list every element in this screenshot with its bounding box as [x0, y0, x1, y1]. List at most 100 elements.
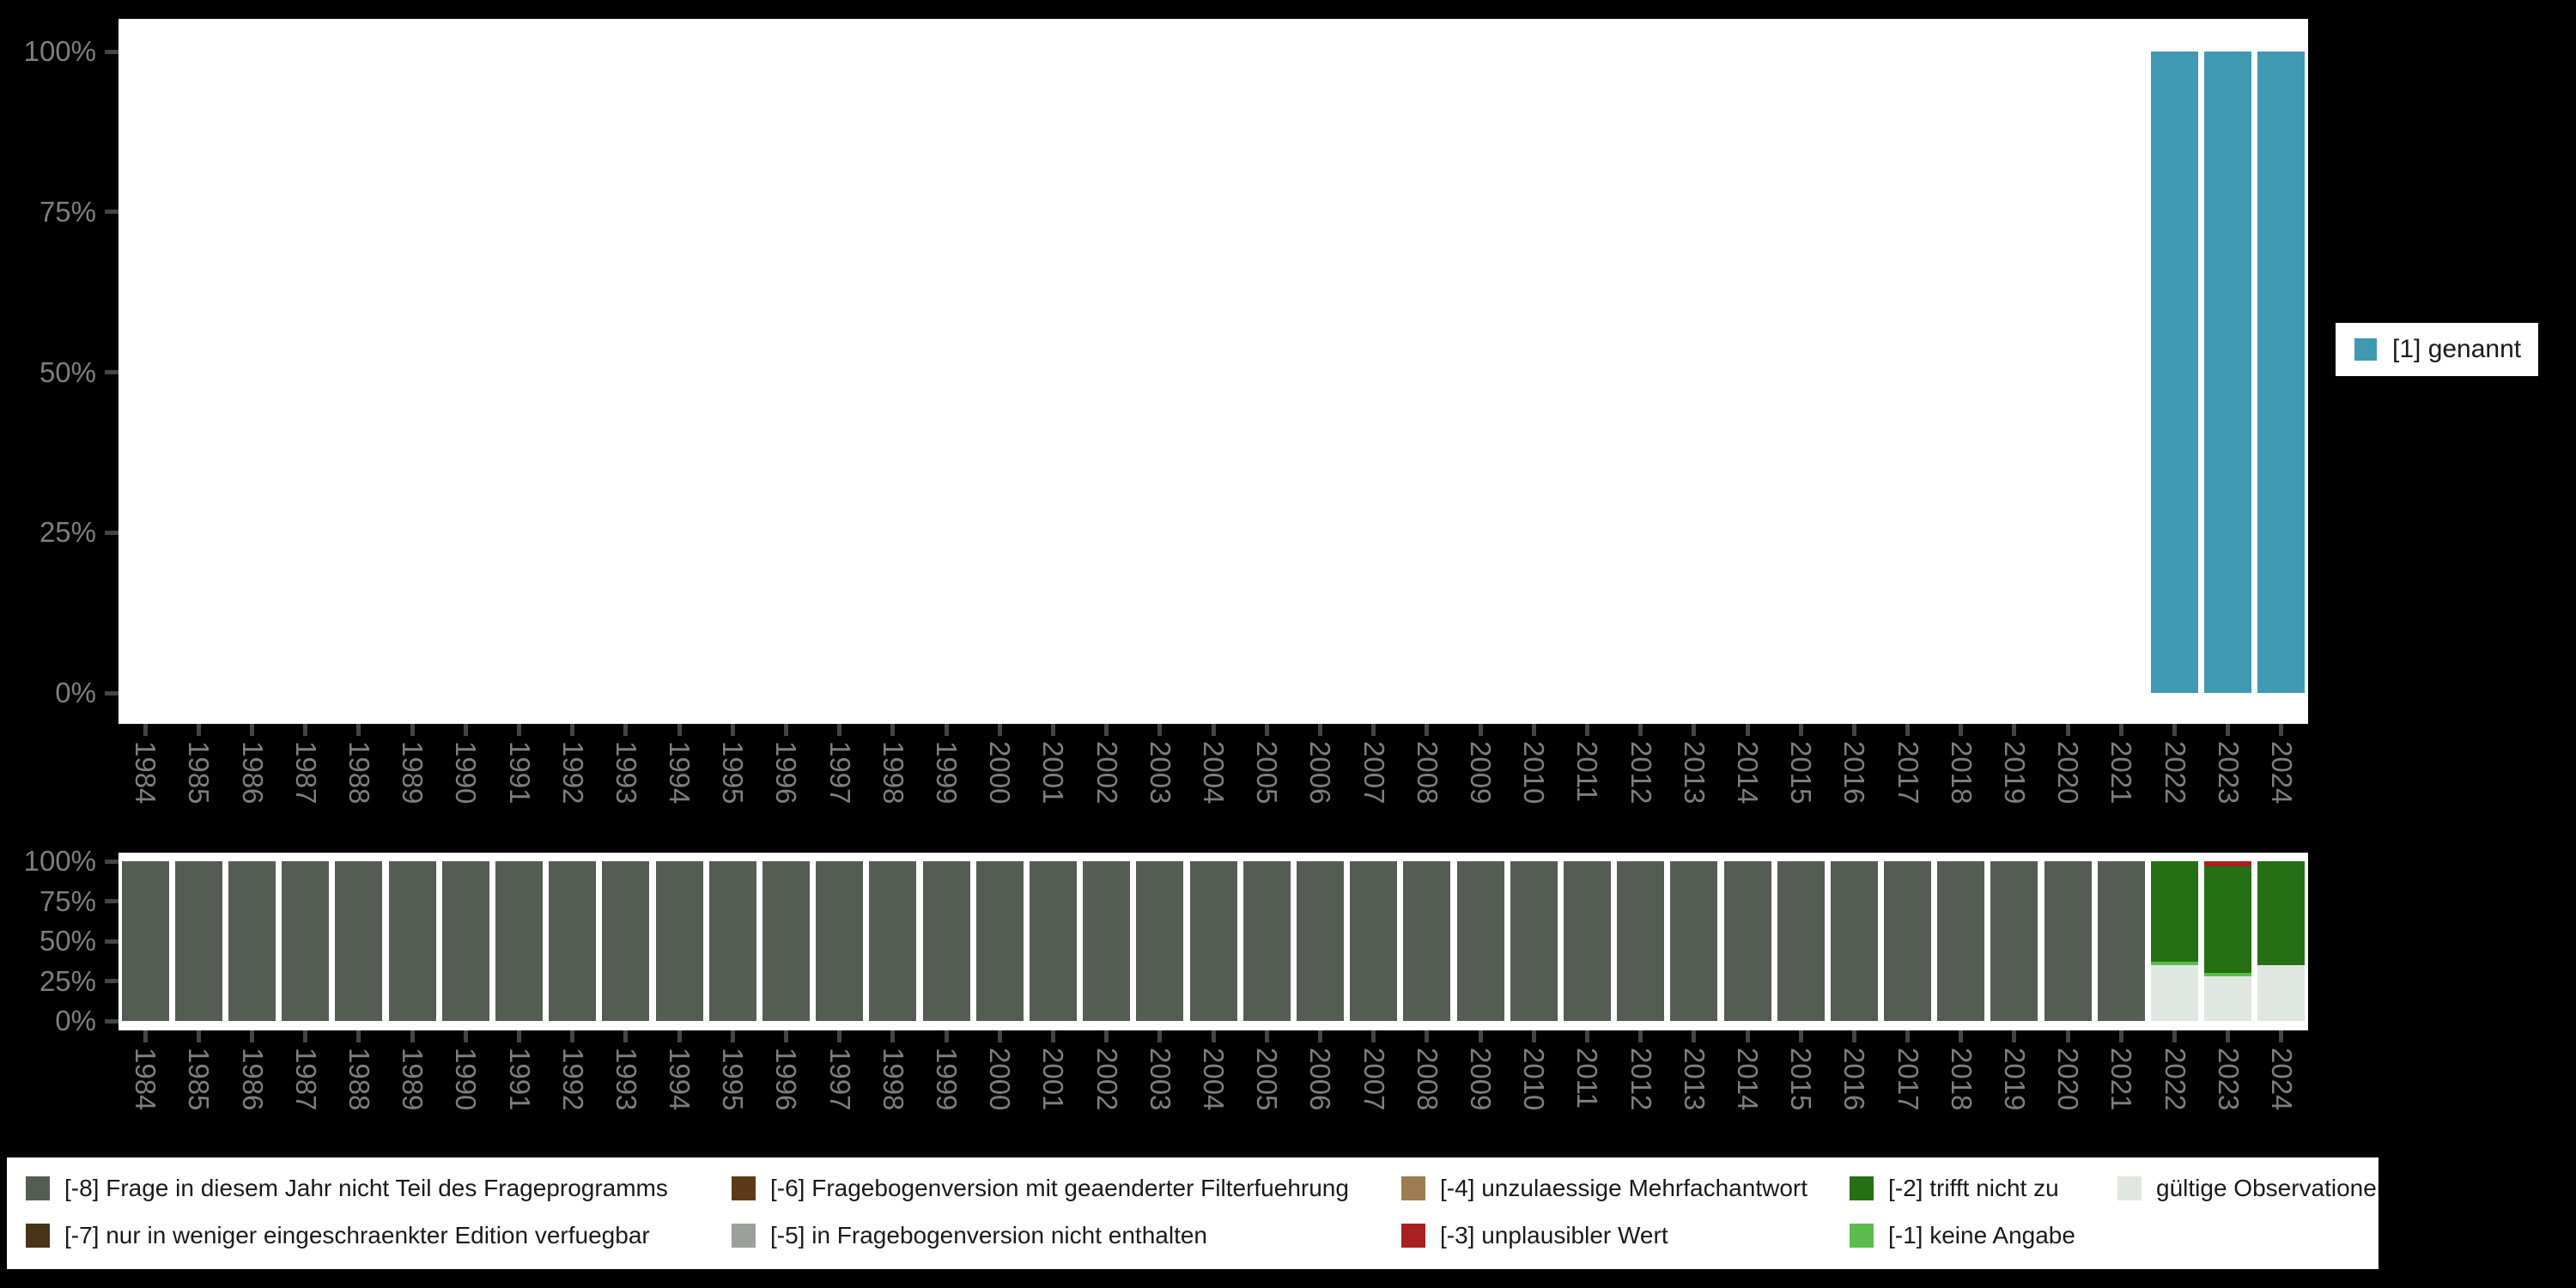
x-axis-year-label: 2017 — [1892, 1048, 1924, 1111]
x-axis-tick — [2279, 1030, 2284, 1042]
bar-segment — [228, 861, 276, 1021]
legend-item: [-3] unplausibler Wert — [1401, 1222, 1668, 1249]
x-axis-tick — [2118, 724, 2123, 736]
bar-segment — [708, 861, 756, 1021]
x-axis-year-label: 1992 — [556, 1048, 589, 1111]
y-axis-tick — [105, 690, 118, 696]
x-axis-tick — [1531, 724, 1536, 736]
bar-segment — [1296, 861, 1344, 1021]
x-axis-tick — [1425, 1030, 1430, 1042]
x-axis-tick — [1478, 724, 1483, 736]
y-axis-tick-label: 100% — [23, 845, 96, 877]
legend-item: [-7] nur in weniger eingeschraenkter Edi… — [26, 1222, 650, 1249]
bar-segment — [2044, 861, 2092, 1021]
y-axis-tick — [105, 939, 118, 944]
y-axis-tick — [105, 899, 118, 903]
x-axis-tick — [143, 1030, 148, 1042]
x-axis-tick — [997, 724, 1002, 736]
x-axis-tick — [356, 724, 361, 736]
bar-segment — [282, 861, 330, 1021]
x-axis-year-label: 2001 — [1037, 1048, 1070, 1111]
x-axis-year-label: 2016 — [1838, 741, 1871, 805]
legend-swatch — [732, 1224, 756, 1248]
legend-item: [-5] in Fragebogenversion nicht enthalte… — [732, 1222, 1207, 1249]
x-axis-year-label: 2007 — [1358, 1048, 1390, 1111]
x-axis-year-label: 1984 — [130, 1048, 162, 1111]
x-axis-year-label: 1986 — [236, 741, 269, 805]
bar-segment — [1029, 861, 1077, 1021]
x-axis-year-label: 1999 — [931, 1048, 963, 1111]
bar-segment — [922, 861, 970, 1021]
x-axis-year-label: 2021 — [2105, 1048, 2138, 1111]
x-axis-tick — [1425, 724, 1430, 736]
x-axis-year-label: 2024 — [2265, 1048, 2298, 1111]
y-axis-tick — [105, 210, 118, 215]
x-axis-year-label: 2004 — [1198, 741, 1230, 805]
x-axis-tick — [1905, 1030, 1910, 1042]
bar-segment — [2204, 866, 2252, 974]
x-axis-year-label: 1988 — [343, 1048, 375, 1111]
bar-segment — [869, 861, 917, 1021]
x-axis-year-label: 2003 — [1144, 1048, 1176, 1111]
x-axis-tick — [2172, 1030, 2177, 1042]
x-axis-tick — [837, 724, 842, 736]
bar-segment — [1189, 861, 1237, 1021]
x-axis-tick — [303, 1030, 308, 1042]
x-axis-year-label: 1992 — [556, 741, 589, 805]
x-axis-year-label: 1987 — [289, 1048, 322, 1111]
x-axis-year-label: 2009 — [1465, 1048, 1497, 1111]
x-axis-tick — [1317, 724, 1322, 736]
x-axis-year-label: 2017 — [1892, 741, 1924, 805]
x-axis-tick — [1104, 724, 1109, 736]
bar-segment — [441, 861, 489, 1021]
x-axis-year-label: 1994 — [664, 741, 696, 805]
bar-segment — [975, 861, 1024, 1021]
bar-segment — [1456, 861, 1504, 1021]
x-axis-tick — [1211, 1030, 1216, 1042]
legend-item: [-1] keine Angabe — [1850, 1222, 2075, 1249]
y-axis-tick-label: 75% — [39, 195, 96, 228]
x-axis-tick — [783, 1030, 788, 1042]
bar-segment — [2204, 52, 2252, 693]
x-axis-tick — [623, 1030, 629, 1042]
y-axis-tick — [105, 530, 118, 535]
genannt-legend: [1] genannt — [2336, 323, 2538, 376]
bar-segment — [2151, 964, 2198, 1021]
legend-swatch — [2117, 1176, 2142, 1200]
x-axis-year-label: 2005 — [1251, 1048, 1284, 1111]
bar-segment — [2257, 861, 2306, 965]
x-axis-tick — [1692, 724, 1697, 736]
legend-item: [-8] Frage in diesem Jahr nicht Teil des… — [26, 1175, 668, 1201]
y-axis-tick-label: 0% — [55, 1005, 96, 1036]
bar-segment — [1723, 861, 1771, 1021]
bar-segment — [2151, 962, 2198, 965]
x-axis-tick — [783, 724, 788, 736]
y-axis-tick-label: 50% — [39, 355, 96, 388]
x-axis-tick — [1371, 1030, 1376, 1042]
bar-segment — [335, 861, 383, 1021]
x-axis-year-label: 1993 — [610, 1048, 642, 1111]
x-axis-year-label: 2016 — [1838, 1048, 1871, 1111]
bar-segment — [2257, 964, 2306, 1021]
legend-swatch — [1850, 1176, 1874, 1200]
bar-segment — [2204, 973, 2252, 976]
x-axis-tick — [623, 724, 629, 736]
x-axis-year-label: 1997 — [823, 741, 856, 805]
x-axis-year-label: 1998 — [877, 1048, 909, 1111]
legend-swatch — [1401, 1176, 1425, 1200]
bar-segment — [1617, 861, 1665, 1021]
bar-segment — [1242, 861, 1291, 1021]
x-axis-year-label: 1999 — [931, 741, 963, 805]
legend-item-label: [-1] keine Angabe — [1888, 1222, 2075, 1249]
x-axis-tick — [1478, 1030, 1483, 1042]
x-axis-year-label: 1996 — [770, 1048, 803, 1111]
x-axis-tick — [1050, 724, 1055, 736]
bar-segment — [1777, 861, 1825, 1021]
x-axis-year-label: 2000 — [984, 1048, 1017, 1111]
genannt-legend-label: [1] genannt — [2392, 335, 2522, 363]
x-axis-tick — [730, 724, 735, 736]
y-axis-tick — [105, 979, 118, 983]
bar-segment — [2204, 861, 2252, 866]
x-axis-tick — [944, 724, 949, 736]
